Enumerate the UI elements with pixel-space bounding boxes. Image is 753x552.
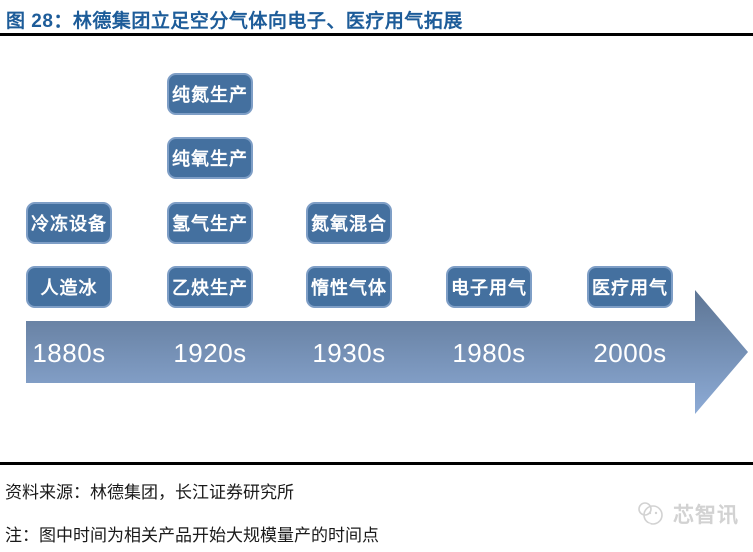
source-text: 资料来源：林德集团，长江证券研究所 — [5, 483, 294, 502]
product-box: 医疗用气 — [587, 266, 673, 308]
era-year-label: 1980s — [452, 338, 526, 368]
timeline-diagram: 冷冻设备人造冰 1880s 纯氮生产纯氧生产氢气生产乙炔生产 1920s 氮氧混合惰性气… — [26, 73, 748, 414]
figure-title: 图 28：林德集团立足空分气体向电子、医疗用气拓展 — [6, 11, 463, 32]
timeline-arrow — [26, 290, 748, 414]
arrow-shape — [26, 290, 748, 414]
product-box: 氮氧混合 — [306, 202, 392, 244]
product-box: 乙炔生产 — [167, 266, 253, 308]
product-box: 电子用气 — [446, 266, 532, 308]
era-year-label: 2000s — [593, 338, 667, 368]
watermark: 芯智讯 — [636, 499, 739, 529]
product-box: 纯氧生产 — [167, 137, 253, 179]
product-box: 人造冰 — [26, 266, 112, 308]
product-box: 惰性气体 — [306, 266, 392, 308]
product-box: 氢气生产 — [167, 202, 253, 244]
era-year-label: 1920s — [173, 338, 247, 368]
title-divider — [0, 33, 753, 36]
product-box: 冷冻设备 — [26, 202, 112, 244]
product-box: 纯氮生产 — [167, 73, 253, 115]
watermark-text: 芯智讯 — [673, 504, 739, 527]
note-text: 注：图中时间为相关产品开始大规模量产的时间点 — [5, 526, 379, 545]
footer-divider — [0, 462, 753, 465]
era-year-label: 1880s — [32, 338, 106, 368]
era-year-label: 1930s — [312, 338, 386, 368]
chat-bubbles-icon — [638, 502, 663, 527]
